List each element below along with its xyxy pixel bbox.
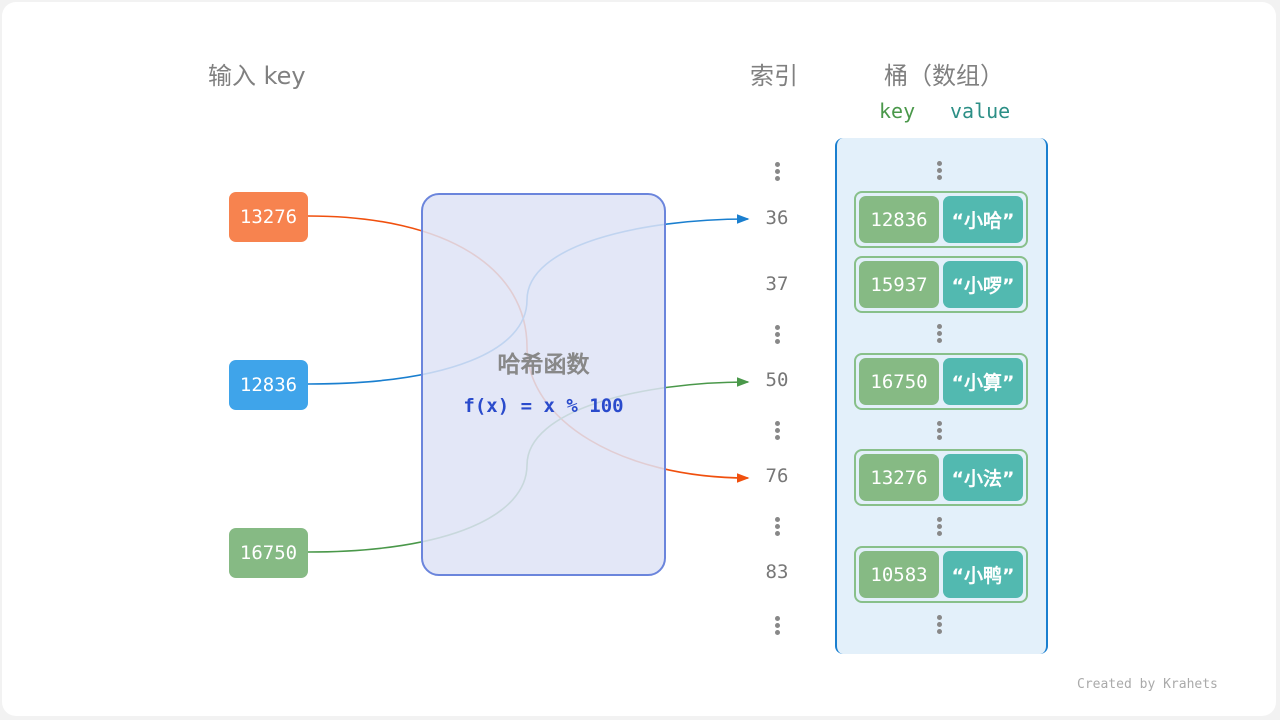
ellipsis-icon bbox=[937, 161, 943, 182]
pair-key: 15937 bbox=[859, 261, 939, 308]
ellipsis-icon bbox=[775, 162, 781, 183]
pair-key: 12836 bbox=[859, 196, 939, 243]
bucket-header: 桶（数组） bbox=[884, 62, 1004, 90]
ellipsis-icon bbox=[775, 517, 781, 538]
pair-key: 10583 bbox=[859, 551, 939, 598]
ellipsis-icon bbox=[937, 324, 943, 345]
ellipsis-icon bbox=[937, 615, 943, 636]
hash-function-box: 哈希函数 f(x) = x % 100 bbox=[421, 193, 666, 576]
pair-value: “小鸭” bbox=[943, 551, 1023, 598]
hash-function-title: 哈希函数 bbox=[497, 352, 590, 378]
bucket-pair: 12836 “小哈” bbox=[854, 191, 1028, 248]
key-column-header: key bbox=[879, 99, 916, 123]
bucket-pair: 16750 “小算” bbox=[854, 353, 1028, 410]
input-key-12836: 12836 bbox=[229, 360, 308, 410]
hash-function-formula: f(x) = x % 100 bbox=[463, 395, 624, 417]
pair-value: “小啰” bbox=[943, 261, 1023, 308]
index-50: 50 bbox=[765, 369, 789, 391]
index-83: 83 bbox=[765, 561, 789, 583]
ellipsis-icon bbox=[937, 421, 943, 442]
ellipsis-icon bbox=[937, 517, 943, 538]
bucket-pair: 15937 “小啰” bbox=[854, 256, 1028, 313]
bucket-pair: 10583 “小鸭” bbox=[854, 546, 1028, 603]
ellipsis-icon bbox=[775, 616, 781, 637]
ellipsis-icon bbox=[775, 421, 781, 442]
credit-text: Created by Krahets bbox=[1077, 677, 1218, 692]
input-key-header: 输入 key bbox=[208, 62, 306, 90]
bucket-pair: 13276 “小法” bbox=[854, 449, 1028, 506]
input-key-13276: 13276 bbox=[229, 192, 308, 242]
pair-value: “小哈” bbox=[943, 196, 1023, 243]
input-key-16750: 16750 bbox=[229, 528, 308, 578]
pair-key: 13276 bbox=[859, 454, 939, 501]
index-37: 37 bbox=[765, 273, 789, 295]
pair-key: 16750 bbox=[859, 358, 939, 405]
pair-value: “小法” bbox=[943, 454, 1023, 501]
index-36: 36 bbox=[765, 207, 789, 229]
pair-value: “小算” bbox=[943, 358, 1023, 405]
value-column-header: value bbox=[950, 99, 1011, 123]
index-76: 76 bbox=[765, 465, 789, 487]
ellipsis-icon bbox=[775, 325, 781, 346]
index-header: 索引 bbox=[750, 62, 798, 90]
